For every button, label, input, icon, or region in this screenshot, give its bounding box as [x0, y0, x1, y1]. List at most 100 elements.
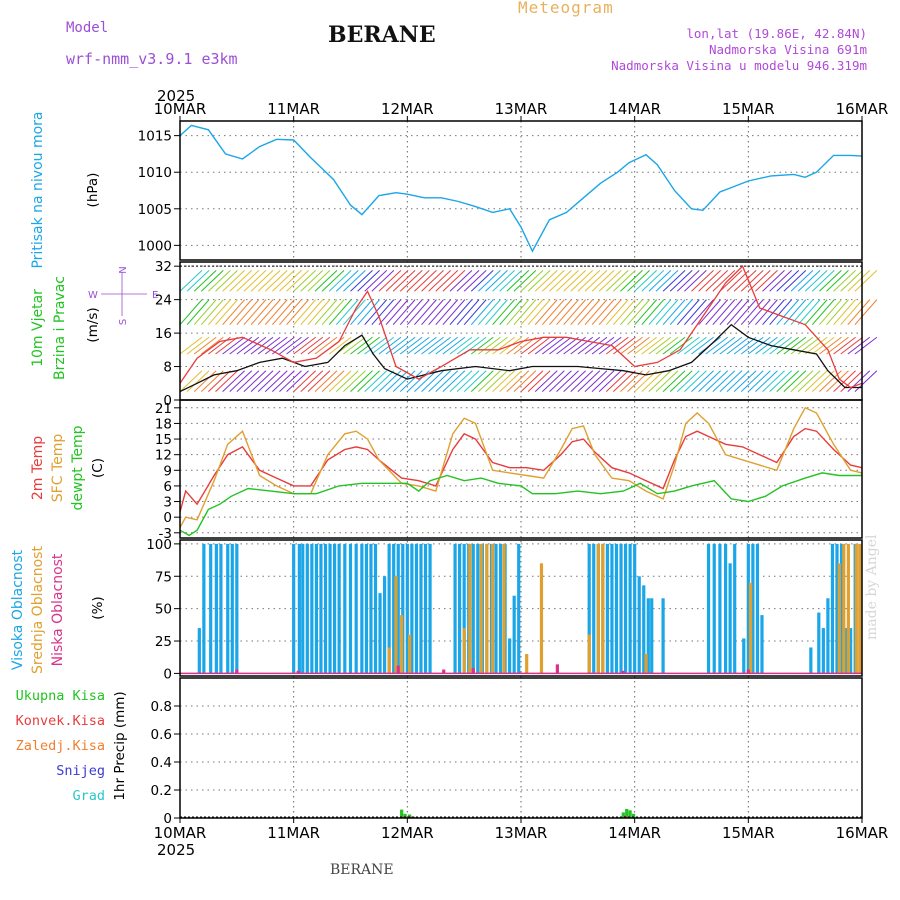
y-tick-label: 1010	[138, 165, 172, 181]
y-tick-label: 25	[155, 634, 172, 650]
wind-arrow	[513, 270, 537, 292]
wind-arrow	[286, 299, 309, 326]
wind-arrow	[477, 299, 501, 326]
wind-arrow	[456, 370, 480, 392]
bar	[749, 582, 753, 674]
y-tick-label: 0.8	[151, 699, 172, 715]
wind-arrow	[733, 270, 757, 292]
bar	[525, 653, 529, 674]
wind-arrow	[435, 299, 459, 326]
wind-arrow	[648, 299, 672, 326]
x-date-label-top: 14MAR	[608, 100, 661, 118]
wind-arrow	[804, 299, 828, 326]
wind-arrow	[378, 270, 402, 292]
wind-arrow	[833, 370, 856, 392]
bar	[839, 543, 844, 674]
y-tick-label: -3	[159, 526, 172, 542]
bar	[458, 543, 462, 674]
y-tick-label: 21	[155, 401, 172, 417]
wind-arrow	[541, 270, 565, 292]
x-date-label-top: 16MAR	[836, 100, 889, 118]
wind-arrow	[627, 270, 650, 292]
y-tick-label: 100	[146, 537, 172, 553]
wind-arrow	[350, 299, 373, 326]
wind-arrow	[627, 370, 650, 392]
bar	[587, 634, 591, 674]
bar	[755, 543, 760, 674]
wind-arrow	[222, 336, 245, 355]
wind-arrow	[577, 270, 601, 292]
bar	[226, 543, 230, 674]
bar	[471, 668, 475, 674]
x-date-label-top: 13MAR	[495, 100, 548, 118]
wind-arrow	[335, 299, 359, 326]
wind-arrow	[335, 270, 359, 292]
wind-arrow	[755, 336, 778, 355]
wind-arrow	[371, 370, 395, 392]
wind-arrow	[257, 270, 281, 292]
bar	[479, 543, 483, 674]
wind-arrow	[797, 370, 821, 392]
wind-arrow	[797, 270, 821, 292]
wind-arrow	[598, 370, 622, 392]
wind-arrow	[200, 270, 224, 292]
wind-arrow	[286, 336, 309, 355]
wind-arrow	[684, 336, 707, 355]
wind-arrow	[243, 270, 267, 292]
wind-arrow	[520, 299, 544, 326]
wind-arrow	[605, 370, 629, 392]
bar	[310, 543, 314, 674]
wind-arrow	[527, 270, 551, 292]
precip-axis-title: 1hr Precip (mm)	[112, 691, 128, 800]
wind-arrow	[811, 270, 835, 292]
wind-arrow	[705, 270, 729, 292]
wind-arrow	[186, 336, 210, 355]
wind-arrow	[328, 270, 352, 292]
wind-arrow	[506, 370, 530, 392]
wind-arrow	[428, 299, 452, 326]
bar	[235, 669, 239, 674]
compass-s: S	[118, 319, 129, 325]
bar	[809, 647, 813, 674]
wind-arrow	[549, 270, 572, 292]
bar	[605, 543, 609, 674]
y-tick-label: 18	[155, 416, 172, 432]
bar	[724, 543, 728, 674]
wind-arrow	[570, 270, 594, 292]
wind-arrow	[321, 270, 345, 292]
wind-arrow	[641, 370, 665, 392]
wind-arrow	[797, 299, 821, 326]
y-tick-label: 15	[155, 432, 172, 448]
wind-arrow	[776, 299, 800, 326]
wind-arrow	[655, 299, 679, 326]
sfc-axis-title: SFC Temp	[50, 434, 66, 503]
wind-arrow	[527, 299, 551, 326]
wind-arrow	[300, 370, 324, 392]
series-line	[179, 406, 863, 528]
wind-arrow	[655, 370, 679, 392]
wind-arrow	[783, 370, 807, 392]
wind-unit: (m/s)	[85, 307, 101, 342]
wind-arrow	[740, 336, 764, 355]
y-tick-label: 24	[155, 293, 172, 309]
bar	[826, 598, 830, 674]
bar	[462, 628, 466, 674]
wind-arrow	[570, 336, 594, 355]
bar	[373, 543, 378, 674]
wind-arrow	[392, 370, 416, 392]
bar	[631, 813, 636, 818]
y-tick-label: 1015	[138, 129, 172, 145]
bar	[846, 543, 850, 674]
wind-arrow	[236, 370, 260, 392]
x-date-label-top: 12MAR	[381, 100, 434, 118]
wind-arrow	[577, 370, 601, 392]
wind-arrow	[691, 370, 714, 392]
wind-arrow	[506, 299, 530, 326]
wind-arrow	[307, 336, 331, 355]
wind-arrow	[193, 370, 217, 392]
y-tick-label: 50	[155, 602, 172, 618]
wind-arrow	[414, 336, 437, 355]
wind-arrow	[371, 270, 395, 292]
wind-arrow	[478, 370, 501, 392]
